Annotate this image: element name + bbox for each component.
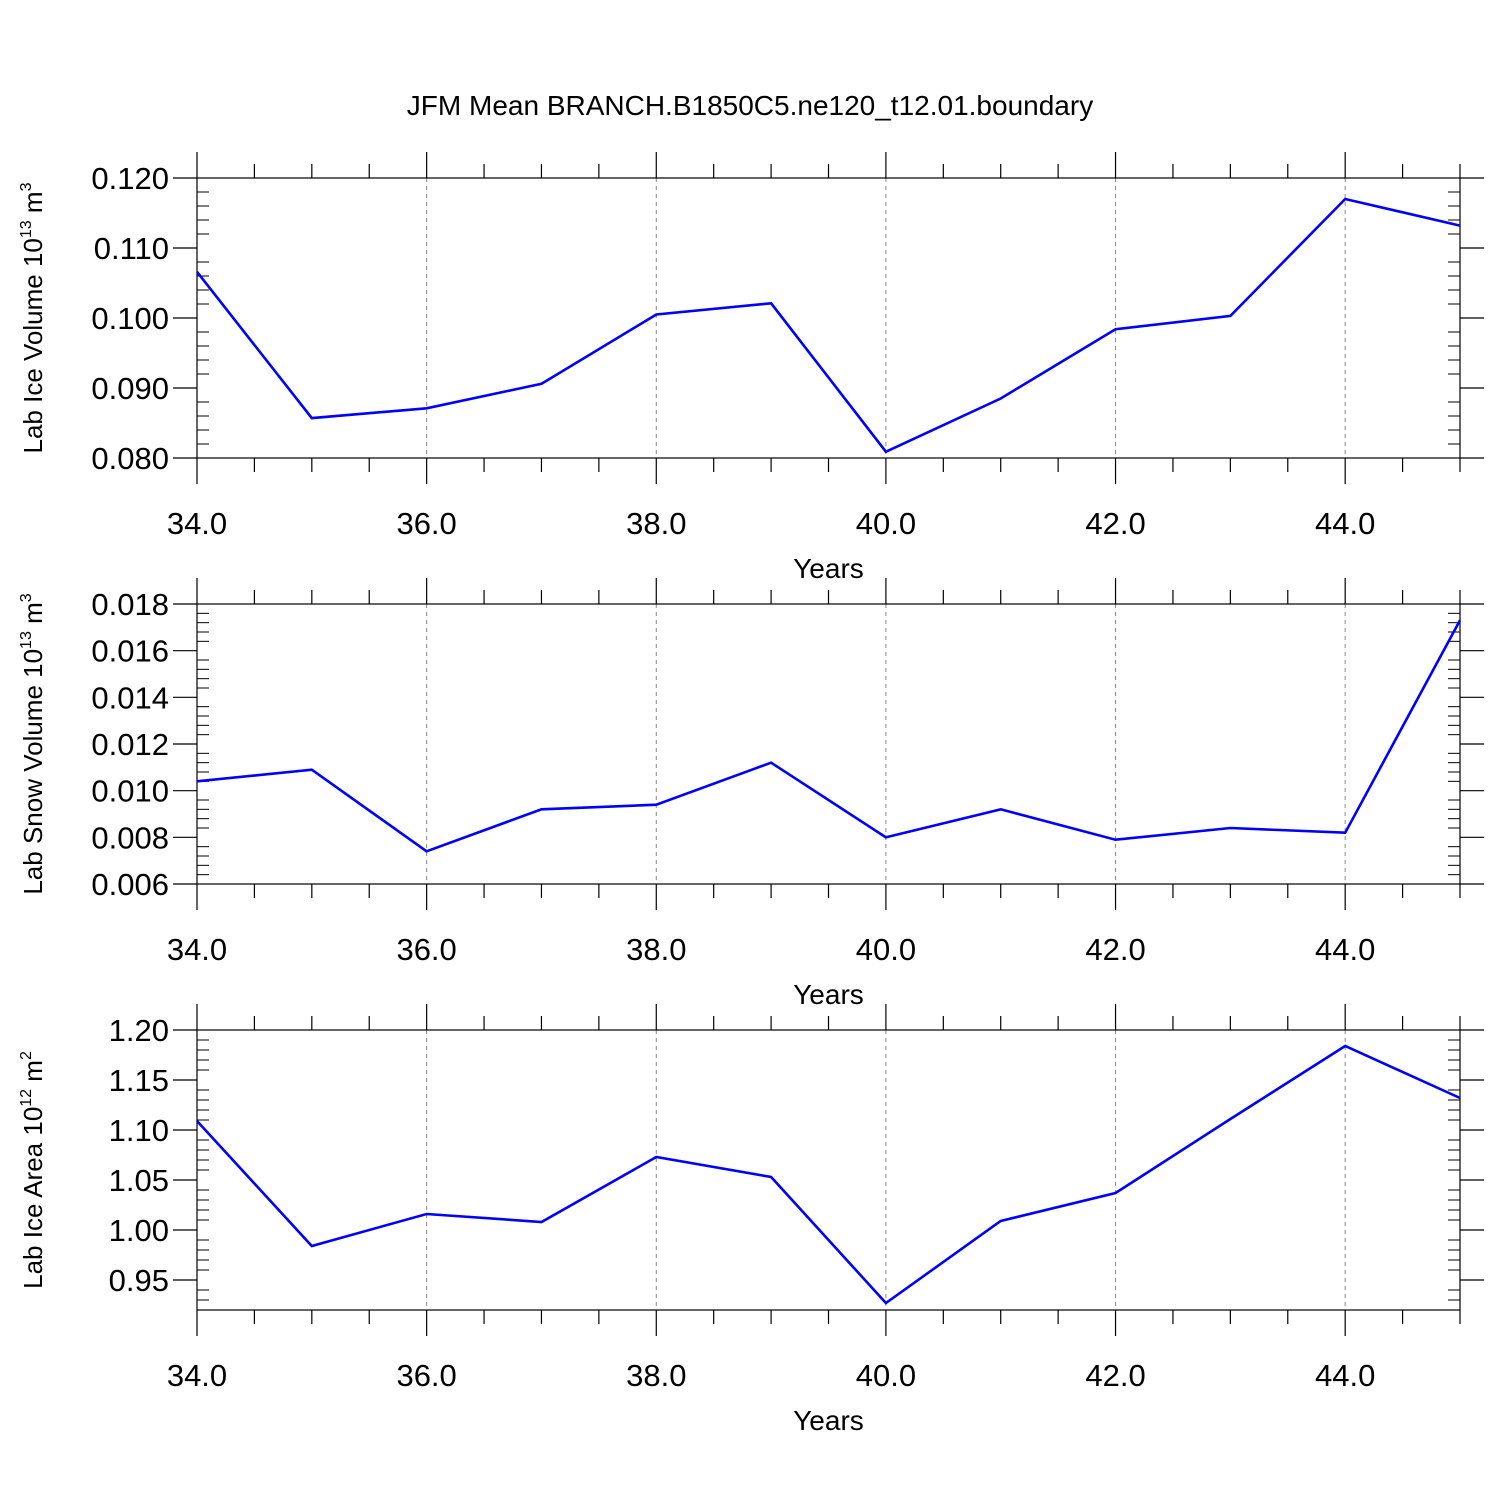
y-axis-label: Lab Ice Volume 1013 m3	[18, 182, 48, 453]
y-tick-label: 0.014	[91, 680, 169, 715]
y-tick-label: 0.95	[109, 1263, 169, 1298]
plot-frame	[196, 1029, 1461, 1311]
plot-frame	[196, 177, 1461, 459]
x-tick-label: 34.0	[167, 506, 227, 541]
y-tick-label: 0.010	[91, 774, 169, 809]
series-line	[195, 197, 1461, 454]
y-axis-label: Lab Ice Area 1012 m2	[18, 1051, 48, 1289]
x-tick-label: 42.0	[1085, 932, 1145, 967]
y-tick-label: 0.080	[91, 441, 169, 476]
x-tick-label: 40.0	[856, 1358, 916, 1393]
y-tick-label: 0.110	[94, 231, 169, 266]
chart-panel-1: 0.080 0.090 0.100 0.110 0.120 34.0 36.0 38.0 40.…	[18, 152, 1484, 584]
x-tick-label: 42.0	[1085, 506, 1145, 541]
series-line	[196, 619, 1462, 853]
chart-panels: 0.080 0.090 0.100 0.110 0.120 34.0 36.0 38.0 40.…	[18, 152, 1484, 1436]
y-tick-label: 1.05	[109, 1163, 169, 1198]
x-tick-label: 38.0	[626, 932, 686, 967]
chart-panel-2: 0.006 0.008 0.010 0.012 0.014 0.016 0.018 34.0 3…	[18, 578, 1484, 1010]
x-tick-label: 40.0	[856, 506, 916, 541]
y-tick-label: 0.006	[91, 867, 169, 902]
x-tick-label: 40.0	[856, 932, 916, 967]
x-tick-label: 36.0	[396, 506, 456, 541]
x-tick-label: 42.0	[1085, 1358, 1145, 1393]
y-tick-label: 0.016	[91, 634, 169, 669]
x-tick-label: 38.0	[626, 506, 686, 541]
y-tick-label: 0.018	[91, 587, 169, 622]
y-tick-label: 0.120	[91, 161, 169, 196]
figure-title: JFM Mean BRANCH.B1850C5.ne120_t12.01.bou…	[407, 90, 1093, 121]
x-axis-label: Years	[793, 1405, 864, 1436]
plot-frame	[196, 603, 1461, 885]
y-tick-label: 0.090	[91, 371, 169, 406]
series-line	[196, 1044, 1461, 1305]
x-axis-label: Years	[793, 553, 864, 584]
x-tick-label: 44.0	[1315, 1358, 1375, 1393]
y-tick-label: 1.10	[109, 1113, 169, 1148]
x-tick-label: 38.0	[626, 1358, 686, 1393]
y-tick-label: 1.20	[109, 1013, 169, 1048]
x-tick-label: 34.0	[167, 932, 227, 967]
chart-panel-3: 0.95 1.00 1.05 1.10 1.15 1.20 34.0 36.0 38.0 40.0…	[18, 1004, 1484, 1436]
y-tick-label: 0.100	[91, 301, 169, 336]
x-tick-label: 44.0	[1315, 932, 1375, 967]
x-tick-label: 44.0	[1315, 506, 1375, 541]
y-tick-label: 0.008	[91, 820, 169, 855]
x-tick-label: 36.0	[396, 1358, 456, 1393]
y-tick-label: 1.15	[109, 1063, 169, 1098]
x-axis-label: Years	[793, 979, 864, 1010]
x-tick-label: 36.0	[396, 932, 456, 967]
y-tick-label: 1.00	[109, 1213, 169, 1248]
y-tick-label: 0.012	[91, 727, 169, 762]
x-tick-label: 34.0	[167, 1358, 227, 1393]
y-axis-label: Lab Snow Volume 1013 m3	[18, 593, 48, 894]
